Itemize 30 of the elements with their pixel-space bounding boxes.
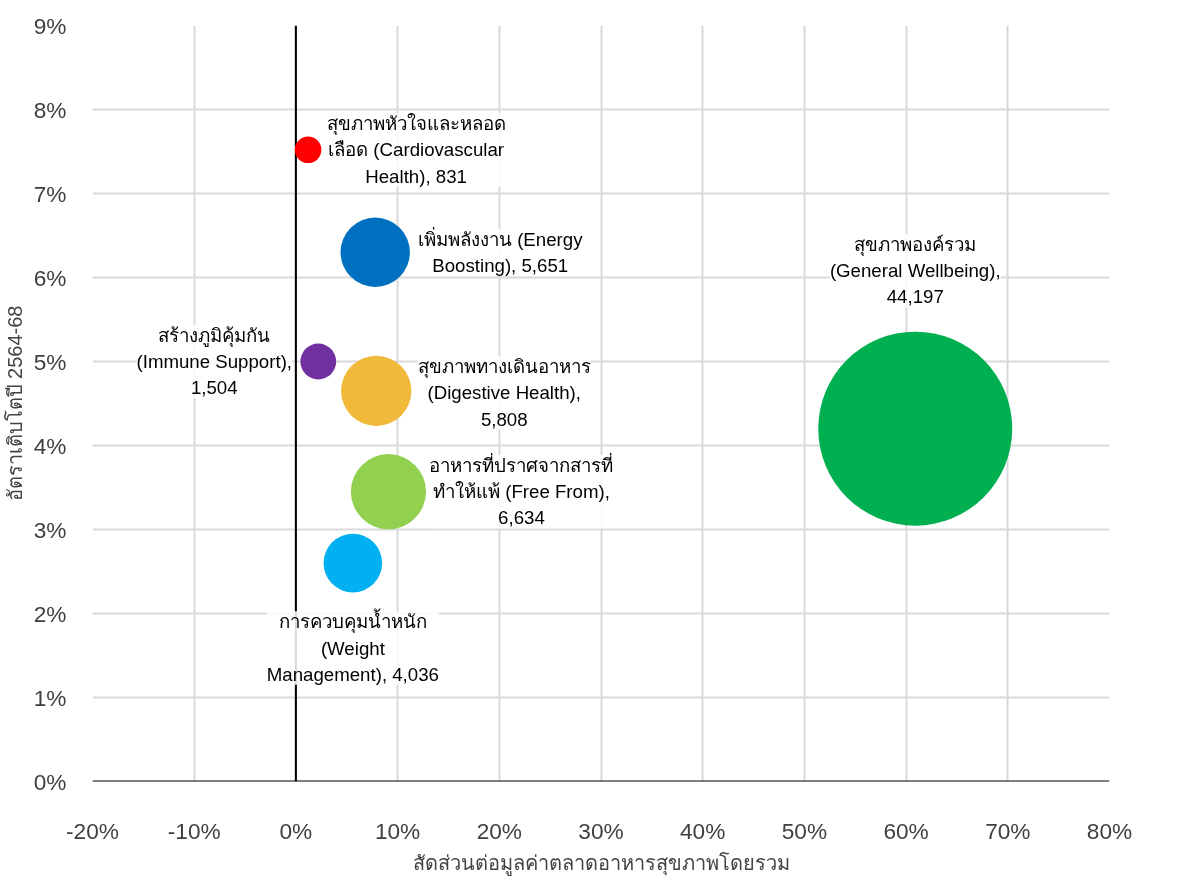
data-label: การควบคุมน้ำหนัก (Weight Management), 4,036 (266, 608, 439, 685)
x-tick-label: 50% (781, 817, 828, 844)
y-tick-label: 7% (33, 180, 67, 207)
x-tick-label: 20% (476, 817, 522, 844)
y-tick-label: 5% (33, 348, 67, 375)
x-tick-label: 30% (578, 817, 624, 844)
x-tick-label: 10% (374, 817, 421, 844)
data-label: สุขภาพองค์รวม (General Wellbeing), 44,197 (829, 233, 1001, 308)
data-label: สุขภาพหัวใจและหลอด เลือด (Cardiovascular Health), 831 (326, 113, 506, 187)
y-tick-label: 9% (33, 12, 67, 39)
y-axis-title: อัตราเติบโตปี 2564-68 (3, 305, 26, 502)
x-tick-label: 0% (279, 817, 313, 844)
x-tick-label: 70% (985, 817, 1031, 844)
y-tick-label: 3% (33, 516, 67, 543)
y-tick-label: 2% (33, 600, 67, 627)
data-label: สุขภาพทางเดินอาหาร (Digestive Health), 5,808 (417, 356, 591, 430)
data-label: เพิ่มพลังงาน (Energy Boosting), 5,651 (417, 226, 584, 276)
y-tick-label: 0% (33, 768, 67, 795)
data-label: สร้างภูมิคุ้มกัน (Immune Support), 1,504 (136, 324, 293, 399)
x-tick-label: -10% (167, 817, 221, 844)
x-tick-label: 60% (883, 817, 929, 844)
data-label: อาหารที่ปราศจากสารที่ ทำให้แพ้ (Free From), 6,634 (429, 452, 614, 529)
y-tick-label: 1% (33, 684, 67, 711)
x-tick-label: 40% (680, 817, 726, 844)
y-tick-label: 6% (33, 264, 67, 291)
x-axis-title: สัดส่วนต่อมูลค่าตลาดอาหารสุขภาพโดยรวม (412, 851, 790, 876)
x-tick-label: 80% (1086, 817, 1133, 844)
x-tick-label: -20% (66, 817, 119, 844)
y-tick-label: 8% (33, 96, 67, 123)
y-tick-label: 4% (33, 432, 67, 459)
